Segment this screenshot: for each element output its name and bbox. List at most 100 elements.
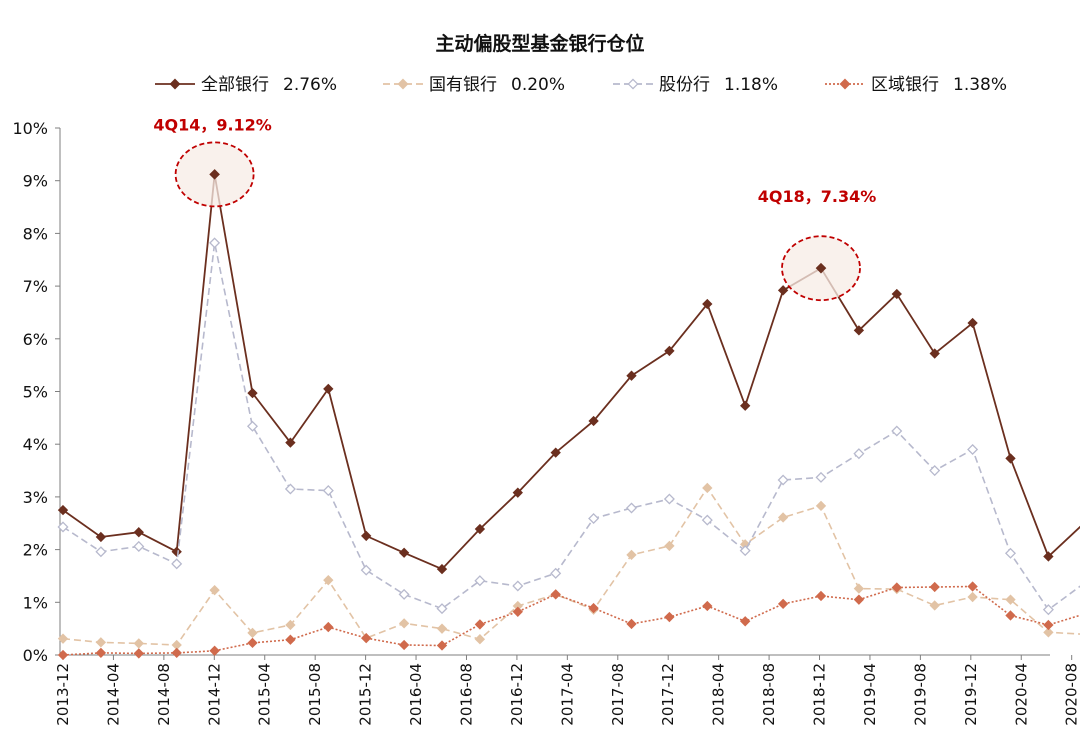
data-point bbox=[133, 527, 144, 538]
data-point bbox=[323, 575, 334, 586]
annotation-label: 4Q14，9.12% bbox=[153, 115, 272, 134]
legend-label: 区域银行 bbox=[871, 75, 939, 95]
data-point bbox=[133, 638, 144, 649]
x-tick-label: 2020-08 bbox=[1063, 663, 1080, 726]
data-point bbox=[1005, 594, 1016, 605]
legend-value: 1.38% bbox=[953, 75, 1007, 95]
data-point bbox=[398, 588, 410, 600]
data-point bbox=[285, 437, 296, 448]
legend-value: 0.20% bbox=[511, 75, 565, 95]
y-tick-label: 7% bbox=[23, 277, 48, 296]
x-tick-label: 2017-04 bbox=[558, 663, 576, 726]
x-tick-label: 2020-04 bbox=[1012, 663, 1030, 726]
x-tick-label: 2017-08 bbox=[609, 663, 627, 726]
data-point bbox=[95, 546, 107, 558]
data-point bbox=[777, 598, 789, 610]
data-point bbox=[398, 639, 410, 651]
data-point bbox=[891, 288, 902, 300]
data-point bbox=[626, 618, 637, 630]
data-point bbox=[967, 317, 978, 329]
data-point bbox=[95, 637, 107, 648]
data-point bbox=[171, 546, 182, 557]
data-point bbox=[664, 611, 675, 623]
data-point bbox=[626, 549, 637, 561]
x-tick-label: 2014-12 bbox=[205, 663, 223, 726]
data-point bbox=[171, 558, 183, 570]
data-point bbox=[664, 540, 675, 552]
data-point bbox=[361, 632, 372, 644]
legend-marker bbox=[627, 78, 639, 90]
data-point bbox=[361, 530, 372, 542]
series-2 bbox=[57, 482, 1080, 651]
data-point bbox=[474, 634, 486, 645]
x-tick-label: 2019-08 bbox=[911, 663, 929, 726]
data-point bbox=[588, 415, 599, 427]
x-tick-label: 2018-12 bbox=[811, 663, 829, 726]
series-line bbox=[62, 174, 1080, 571]
data-point bbox=[133, 540, 145, 552]
legend-marker bbox=[397, 78, 409, 90]
data-point bbox=[588, 512, 600, 525]
data-point bbox=[57, 521, 69, 533]
y-tick-label: 6% bbox=[23, 330, 48, 349]
data-point bbox=[171, 647, 182, 659]
data-point bbox=[436, 603, 448, 615]
data-point bbox=[95, 531, 107, 543]
data-point bbox=[929, 581, 940, 593]
legend-item: 股份行 1.18% bbox=[613, 75, 778, 95]
data-point bbox=[777, 285, 789, 296]
data-point bbox=[322, 485, 334, 497]
series-line bbox=[62, 242, 1080, 611]
data-point bbox=[967, 443, 979, 455]
data-point bbox=[360, 564, 372, 576]
data-point bbox=[512, 487, 523, 498]
x-tick-label: 2014-04 bbox=[104, 663, 122, 726]
data-point bbox=[663, 493, 675, 505]
data-point bbox=[512, 606, 523, 617]
data-point bbox=[929, 348, 940, 359]
data-point bbox=[284, 483, 296, 495]
data-point bbox=[436, 563, 448, 575]
data-point bbox=[550, 567, 562, 579]
data-point bbox=[247, 637, 258, 649]
y-tick-label: 10% bbox=[12, 119, 48, 138]
legend-value: 1.18% bbox=[724, 75, 778, 95]
data-point bbox=[133, 648, 144, 659]
series-line bbox=[62, 585, 1080, 656]
data-point bbox=[1042, 604, 1054, 616]
series-4 bbox=[57, 581, 1080, 661]
data-point bbox=[57, 649, 69, 661]
data-point bbox=[701, 514, 713, 526]
data-point bbox=[815, 500, 827, 512]
data-point bbox=[702, 482, 713, 494]
data-point bbox=[57, 504, 69, 516]
data-point bbox=[550, 589, 561, 600]
data-point bbox=[285, 619, 296, 631]
x-tick-label: 2013-12 bbox=[54, 663, 72, 726]
legend-label: 国有银行 bbox=[429, 75, 497, 95]
data-point bbox=[853, 583, 865, 594]
x-tick-label: 2015-04 bbox=[256, 663, 274, 726]
data-point bbox=[853, 594, 865, 605]
data-point bbox=[436, 623, 448, 634]
x-tick-label: 2014-08 bbox=[155, 663, 173, 726]
data-point bbox=[740, 400, 751, 411]
data-point bbox=[1043, 619, 1054, 631]
x-tick-label: 2015-08 bbox=[306, 663, 324, 726]
data-point bbox=[891, 582, 902, 593]
series-line bbox=[62, 486, 1080, 646]
x-tick-label: 2015-12 bbox=[357, 663, 375, 726]
data-point bbox=[247, 387, 258, 399]
annotation-point bbox=[815, 262, 827, 274]
data-point bbox=[57, 633, 69, 644]
annotation-label: 4Q18，7.34% bbox=[758, 187, 877, 206]
data-point bbox=[702, 298, 713, 310]
data-point bbox=[588, 602, 599, 614]
x-tick-label: 2016-04 bbox=[407, 663, 425, 726]
data-point bbox=[1043, 551, 1054, 562]
data-point bbox=[739, 545, 751, 557]
data-point bbox=[853, 448, 865, 460]
y-tick-label: 4% bbox=[23, 435, 48, 454]
annotation-layer: 4Q14，9.12%4Q18，7.34%1Q21, 5.02%1Q22, 4.2… bbox=[153, 115, 877, 302]
data-point bbox=[95, 647, 107, 659]
